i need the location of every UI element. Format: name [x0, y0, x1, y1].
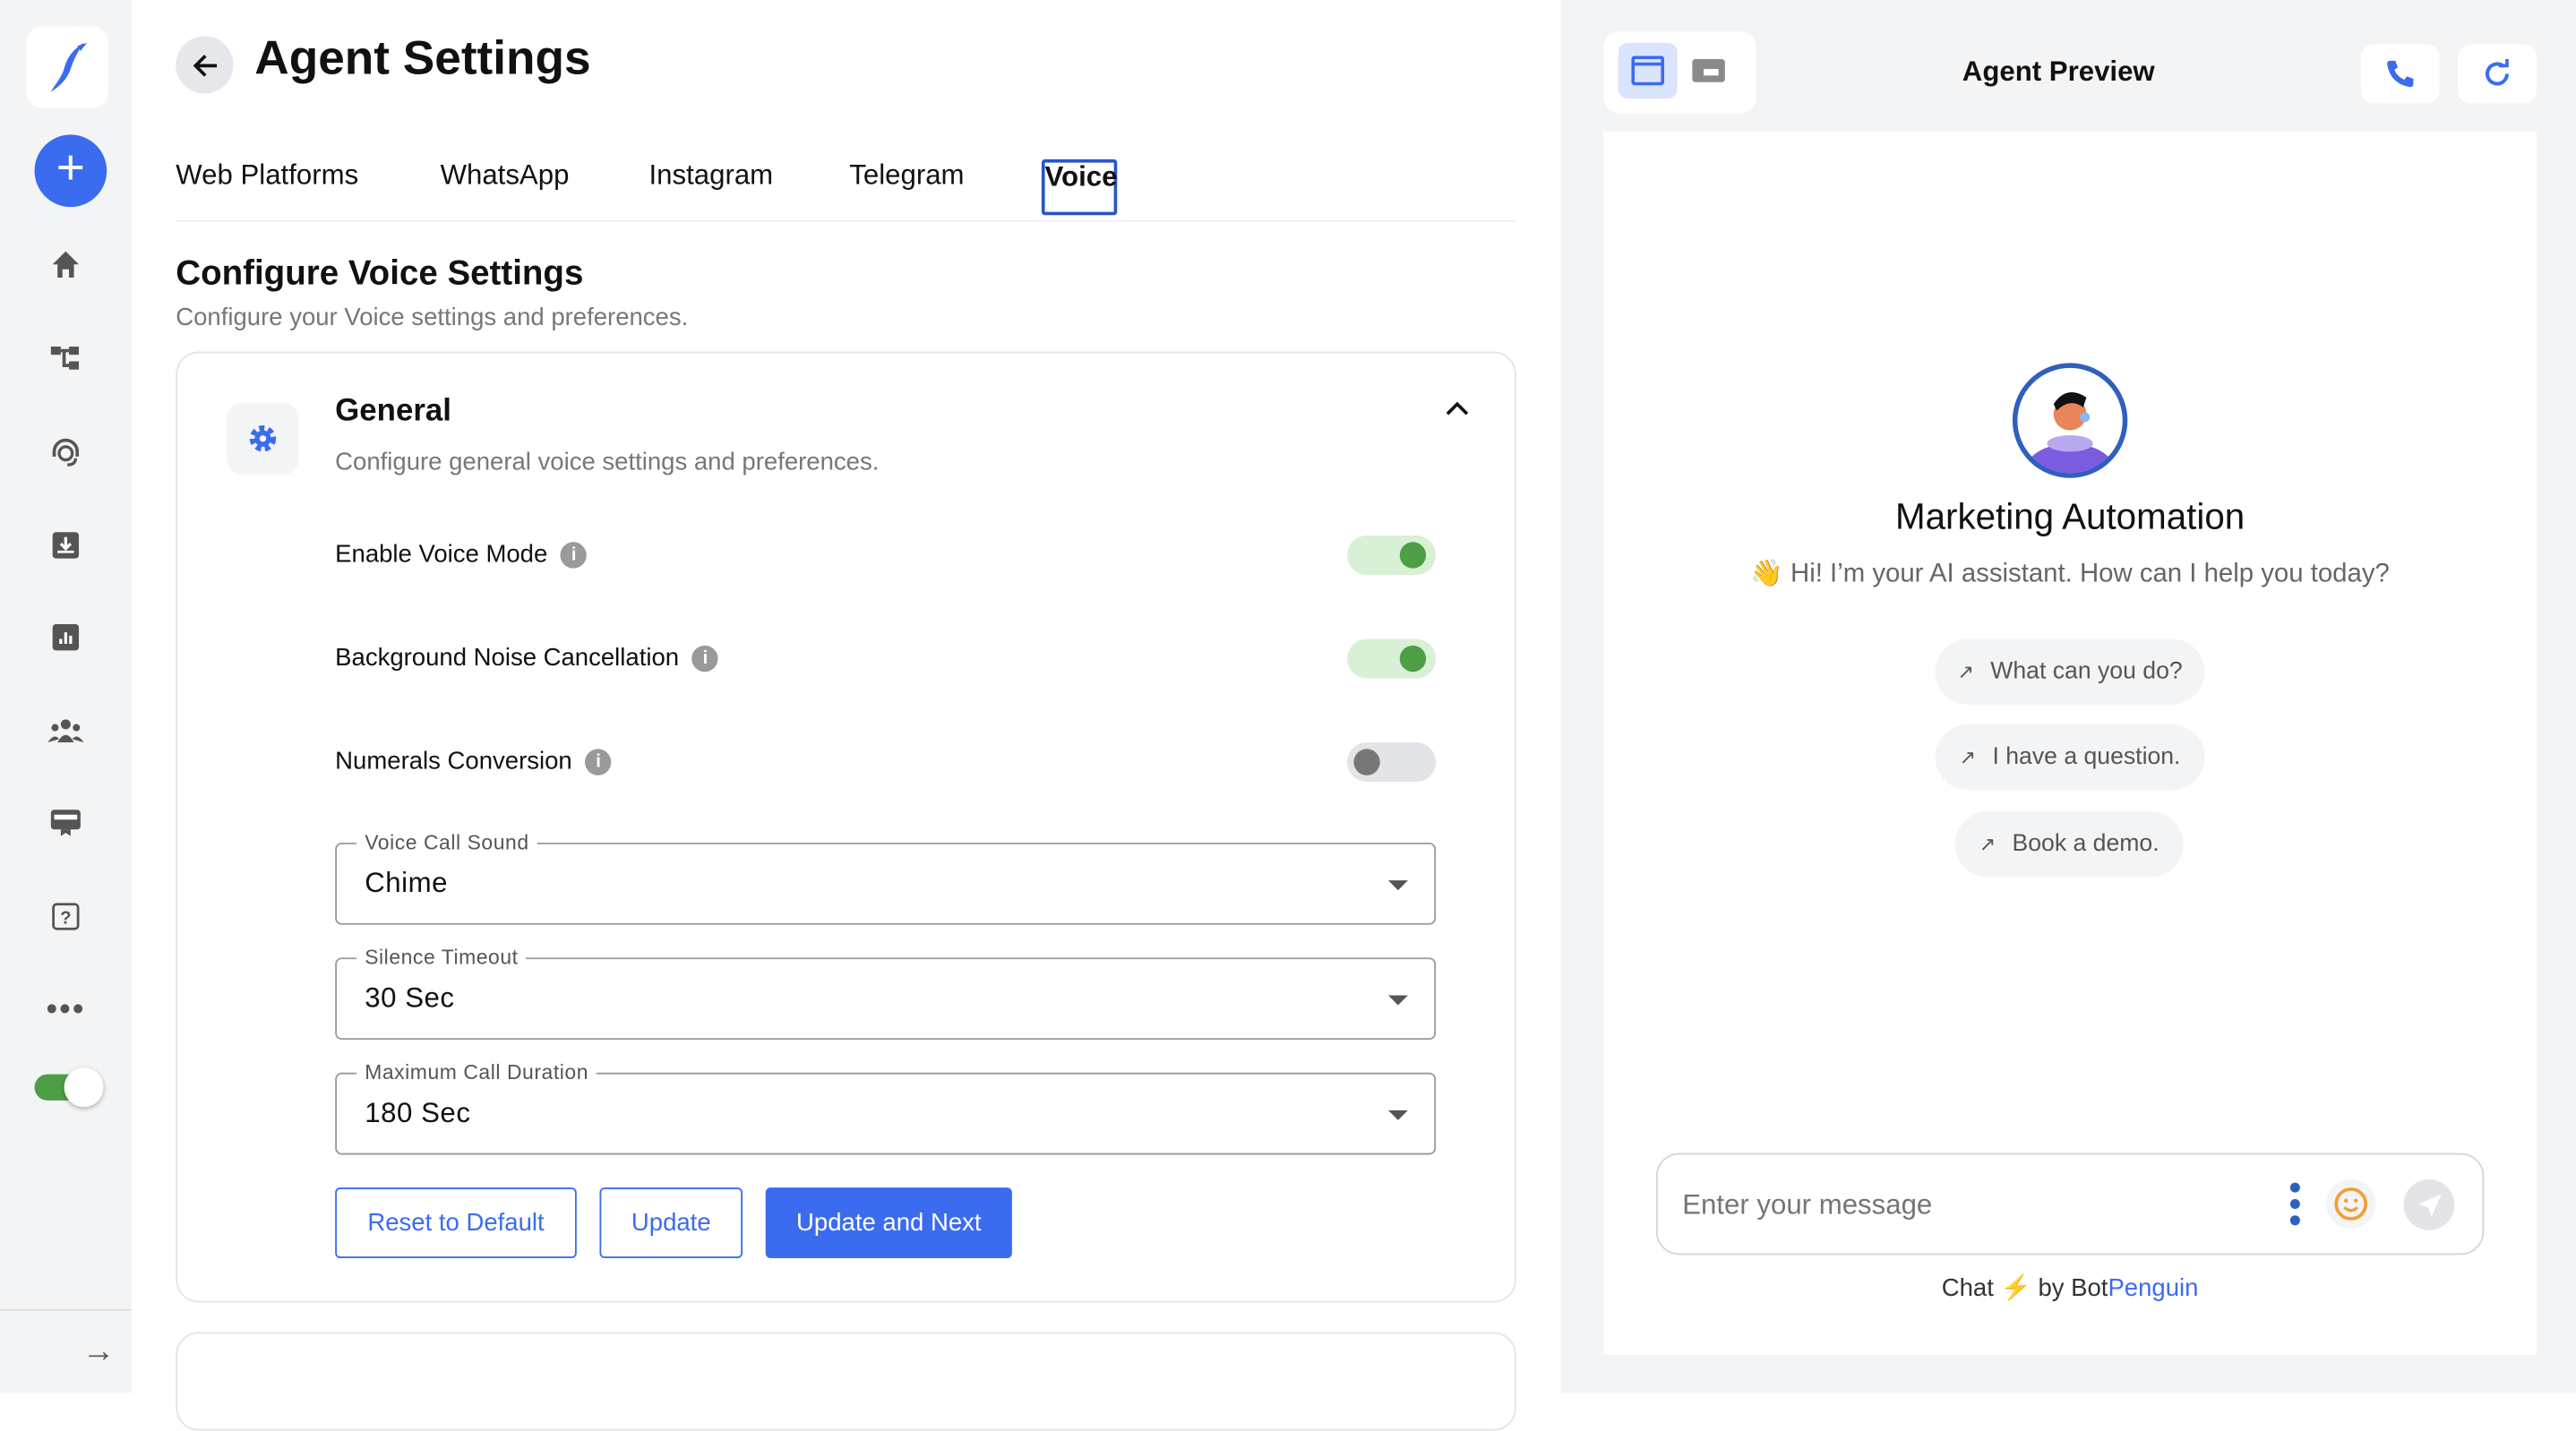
bot-name: Marketing Automation	[1894, 495, 2245, 537]
desktop-view-button[interactable]	[1618, 42, 1678, 99]
update-next-button[interactable]: Update and Next	[765, 1187, 1012, 1258]
tab-whatsapp[interactable]: WhatsApp	[440, 159, 570, 191]
widget-icon	[1692, 59, 1725, 82]
select-value: Chime	[365, 867, 449, 899]
flow-icon[interactable]	[46, 338, 85, 378]
headset-icon[interactable]	[46, 432, 85, 471]
footer-by: by Bot	[2038, 1274, 2108, 1303]
logo[interactable]	[26, 26, 109, 109]
update-button[interactable]: Update	[599, 1187, 743, 1258]
refresh-icon	[2485, 59, 2510, 86]
chip-label: What can you do?	[1990, 658, 2183, 685]
info-icon[interactable]: i	[691, 645, 719, 673]
bot-avatar	[2012, 363, 2128, 478]
select-value: 180 Sec	[365, 1097, 471, 1129]
caret-down-icon	[1387, 880, 1408, 891]
send-icon	[2417, 1193, 2441, 1217]
general-title: General	[335, 394, 451, 429]
select-value: 30 Sec	[365, 981, 455, 1014]
smiley-icon	[2334, 1187, 2368, 1221]
arrow-up-right-icon: ↗	[1959, 745, 1977, 769]
voice-call-sound-select[interactable]: Voice Call Sound Chime	[335, 831, 1437, 925]
numerals-conversion-toggle[interactable]	[1347, 742, 1437, 783]
numerals-conversion-label: Numerals Conversion i	[335, 746, 612, 779]
noise-cancellation-toggle[interactable]	[1347, 638, 1437, 679]
select-label: Voice Call Sound	[356, 831, 537, 854]
arrow-left-icon	[192, 54, 217, 76]
divider	[0, 1308, 132, 1311]
bird-logo-icon	[50, 42, 88, 92]
reset-default-button[interactable]: Reset to Default	[335, 1187, 577, 1258]
inbox-download-icon[interactable]	[46, 526, 85, 565]
add-button[interactable]: +	[34, 134, 107, 208]
call-button[interactable]	[2360, 44, 2440, 104]
enable-voice-mode-label: Enable Voice Mode i	[335, 539, 588, 572]
label-text: Enable Voice Mode	[335, 540, 548, 569]
arrow-up-right-icon: ↗	[1979, 832, 1996, 856]
message-input[interactable]	[1682, 1182, 2258, 1229]
suggestion-chip[interactable]: ↗ Book a demo.	[1954, 811, 2184, 878]
caret-down-icon	[1387, 1110, 1408, 1120]
chip-label: Book a demo.	[2012, 831, 2160, 858]
sidebar: + ? ••• →	[0, 0, 132, 1393]
arrow-up-right-icon: ↗	[1957, 660, 1974, 684]
general-card	[176, 351, 1516, 1303]
noise-cancellation-label: Background Noise Cancellation i	[335, 642, 719, 675]
tab-telegram[interactable]: Telegram	[849, 159, 965, 191]
select-label: Silence Timeout	[356, 946, 527, 970]
page-title: Agent Settings	[254, 32, 591, 86]
help-icon[interactable]: ?	[46, 896, 85, 936]
home-icon[interactable]	[46, 244, 85, 284]
label-text: Numerals Conversion	[335, 747, 572, 775]
tab-voice[interactable]: Voice	[1041, 159, 1117, 216]
footer-chat: Chat	[1941, 1274, 1994, 1303]
mobile-view-button[interactable]	[1692, 57, 1725, 92]
refresh-button[interactable]	[2457, 44, 2537, 104]
send-button[interactable]	[2403, 1178, 2455, 1230]
sidebar-toggle[interactable]	[34, 1067, 104, 1108]
more-icon[interactable]: •••	[46, 990, 86, 1028]
caret-down-icon	[1387, 995, 1408, 1006]
tabs-divider	[176, 219, 1516, 222]
bolt-icon: ⚡	[2000, 1274, 2031, 1303]
chip-label: I have a question.	[1992, 743, 2181, 771]
select-label: Maximum Call Duration	[356, 1060, 597, 1084]
arrow-right-icon[interactable]: →	[82, 1333, 116, 1370]
next-card	[176, 1332, 1516, 1431]
preview-title: Agent Preview	[1962, 56, 2155, 88]
more-options-icon[interactable]	[2288, 1182, 2302, 1226]
emoji-button[interactable]	[2326, 1178, 2376, 1229]
brand-link[interactable]: Penguin	[2108, 1274, 2199, 1303]
powered-by: Chat ⚡ by BotPenguin	[1603, 1273, 2537, 1303]
suggestion-chip[interactable]: ↗ What can you do?	[1935, 638, 2205, 705]
general-subtitle: Configure general voice settings and pre…	[335, 448, 880, 476]
billing-icon[interactable]	[46, 803, 85, 843]
info-icon[interactable]: i	[560, 542, 588, 569]
phone-icon	[2387, 60, 2414, 88]
team-icon[interactable]	[46, 711, 85, 750]
enable-voice-mode-toggle[interactable]	[1347, 535, 1437, 575]
analytics-icon[interactable]	[46, 618, 85, 657]
window-icon	[1631, 56, 1665, 86]
message-input-box	[1655, 1153, 2485, 1255]
label-text: Background Noise Cancellation	[335, 644, 680, 673]
back-button[interactable]	[176, 36, 234, 94]
tab-instagram[interactable]: Instagram	[648, 159, 774, 191]
greeting-text: 👋 Hi! I’m your AI assistant. How can I h…	[1750, 560, 2390, 588]
chevron-up-icon[interactable]	[1442, 394, 1472, 424]
max-call-duration-select[interactable]: Maximum Call Duration 180 Sec	[335, 1060, 1437, 1155]
gear-icon	[227, 402, 299, 476]
section-title: Configure Voice Settings	[176, 254, 584, 293]
section-subtitle: Configure your Voice settings and prefer…	[176, 304, 689, 332]
svg-text:?: ?	[60, 909, 71, 929]
tab-web-platforms[interactable]: Web Platforms	[176, 159, 359, 191]
info-icon[interactable]: i	[585, 749, 612, 775]
silence-timeout-select[interactable]: Silence Timeout 30 Sec	[335, 946, 1437, 1041]
suggestion-chip[interactable]: ↗ I have a question.	[1935, 724, 2205, 791]
